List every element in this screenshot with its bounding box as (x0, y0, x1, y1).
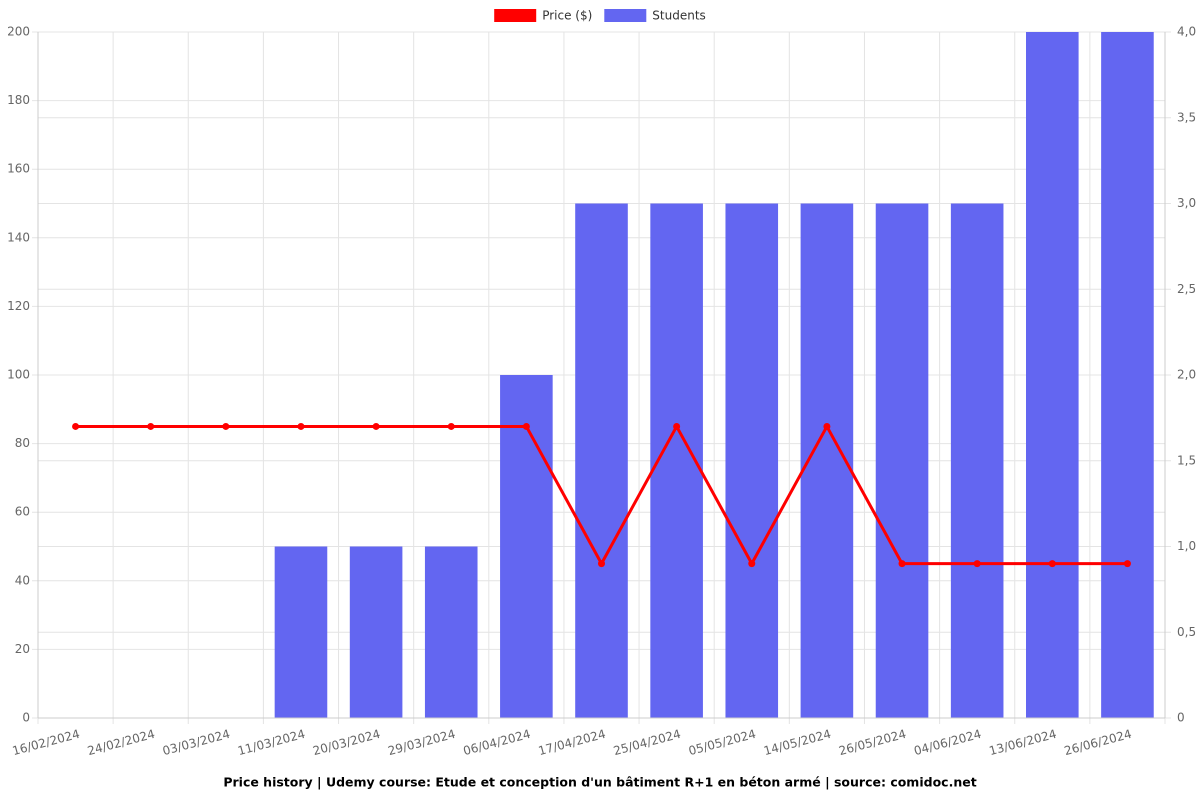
bar (950, 203, 1004, 718)
y2-tick-label: 3,5 (1177, 110, 1196, 124)
point (898, 560, 906, 568)
x-tick-label: 14/05/2024 (762, 727, 832, 758)
x-tick-label: 26/06/2024 (1063, 727, 1133, 758)
bar (500, 375, 553, 718)
legend-label: Price ($) (542, 9, 592, 23)
legend-label: Students (652, 9, 706, 23)
y-tick-label: 160 (7, 162, 30, 176)
x-tick-label: 11/03/2024 (236, 727, 306, 758)
point (522, 422, 530, 430)
point (673, 422, 681, 430)
point (973, 560, 981, 568)
x-tick-label: 05/05/2024 (687, 727, 757, 758)
y-tick-label: 140 (7, 230, 30, 244)
legend-swatch (494, 9, 537, 22)
y-tick-label: 60 (15, 505, 30, 519)
legend-swatch (604, 9, 647, 22)
bar (875, 203, 929, 718)
bar (725, 203, 779, 718)
y2-tick-label: 2,5 (1177, 282, 1196, 296)
y-tick-label: 0 (22, 711, 30, 725)
x-tick-label: 13/06/2024 (988, 727, 1058, 758)
y-tick-label: 200 (7, 25, 30, 39)
legend: Price ($) Students (494, 9, 706, 23)
y2-tick-label: 0 (1177, 711, 1185, 725)
bar (575, 203, 628, 718)
point (297, 422, 305, 430)
y-tick-label: 100 (7, 368, 30, 382)
x-tick-label: 04/06/2024 (912, 727, 982, 758)
x-tick-label: 06/04/2024 (462, 727, 532, 758)
y-tick-label: 80 (15, 436, 30, 450)
point (748, 560, 756, 568)
point (823, 422, 831, 430)
bar (349, 546, 403, 718)
y2-tick-label: 0,5 (1177, 625, 1196, 639)
y-tick-label: 120 (7, 299, 30, 313)
x-tick-label: 29/03/2024 (386, 727, 456, 758)
x-tick-label: 16/02/2024 (11, 727, 81, 758)
chart-title: Price history | Udemy course: Etude et c… (223, 775, 976, 790)
point (372, 422, 380, 430)
x-tick-label: 25/04/2024 (612, 727, 682, 758)
y2-tick-label: 2,0 (1177, 368, 1196, 382)
point (147, 422, 155, 430)
point (1123, 560, 1131, 568)
y-tick-label: 20 (15, 642, 30, 656)
x-tick-label: 24/02/2024 (86, 727, 156, 758)
point (222, 422, 230, 430)
y-tick-label: 180 (7, 93, 30, 107)
point (447, 422, 455, 430)
x-tick-label: 26/05/2024 (837, 727, 907, 758)
point (598, 560, 605, 568)
bar (1101, 32, 1154, 718)
x-tick-label: 03/03/2024 (161, 727, 231, 758)
y2-tick-label: 1,5 (1177, 453, 1196, 467)
bar (424, 546, 478, 718)
y2-tick-label: 1,0 (1177, 539, 1196, 553)
point (1048, 560, 1056, 568)
y2-tick-label: 3,0 (1177, 196, 1196, 210)
point (72, 422, 80, 430)
bar (1026, 32, 1079, 718)
y2-tick-label: 4,0 (1177, 25, 1196, 39)
bar (274, 546, 328, 718)
x-tick-label: 17/04/2024 (537, 727, 607, 758)
x-tick-label: 20/03/2024 (311, 727, 381, 758)
y-tick-label: 40 (15, 573, 30, 587)
